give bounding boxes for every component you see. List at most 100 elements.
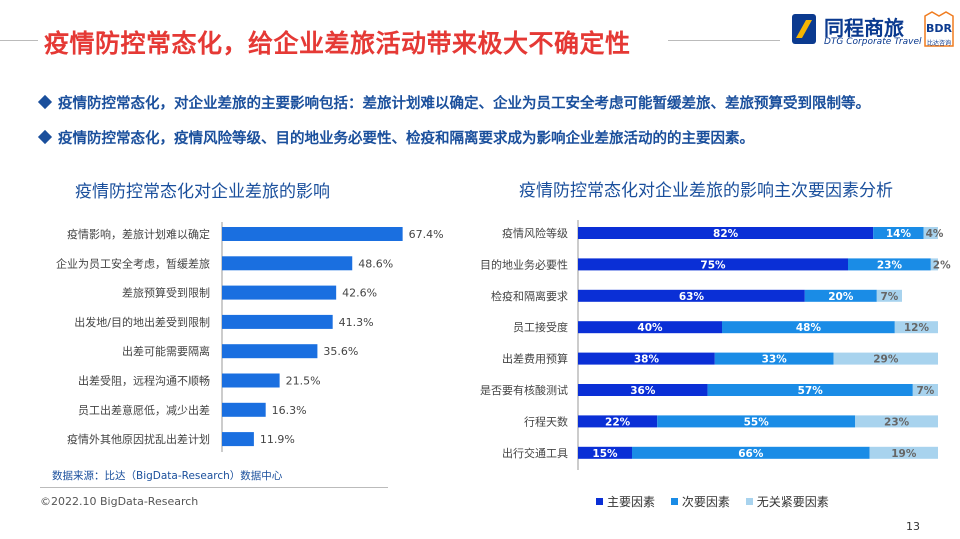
page-number: 13 — [906, 520, 920, 533]
right-chart-segment-label: 82% — [713, 228, 739, 240]
right-chart-segment-label: 12% — [904, 322, 930, 334]
right-chart-segment — [855, 415, 938, 428]
left-chart-value-label: 41.3% — [339, 316, 374, 329]
right-chart-segment-label: 7% — [916, 385, 934, 397]
legend-item-tertiary: 无关紧要因素 — [745, 493, 829, 510]
left-chart-value-label: 16.3% — [272, 404, 307, 417]
bdr-logo-icon — [924, 11, 954, 47]
left-chart-bar — [222, 373, 280, 388]
right-chart-category-label: 出行交通工具 — [502, 446, 568, 460]
right-chart-segment — [578, 384, 708, 396]
left-chart-category-label: 出发地/目的地出差受到限制 — [74, 315, 210, 329]
right-chart-segment-label: 4% — [926, 228, 944, 240]
bullet-point-1: 疫情防控常态化，对企业差旅的主要影响包括：差旅计划难以确定、企业为员工安全考虑可… — [37, 92, 870, 113]
bdr-logo: BDR 比达咨询 — [922, 10, 956, 50]
right-chart-segment — [876, 289, 902, 302]
legend-label: 主要因素 — [607, 495, 656, 509]
right-chart-segment-label: 23% — [884, 416, 910, 428]
logo-text-cn: 同程商旅 — [824, 16, 904, 40]
title-rule-left — [0, 40, 38, 41]
left-chart-category-label: 疫情影响，差旅计划难以确定 — [67, 227, 210, 241]
right-chart-segment — [578, 289, 805, 302]
left-chart-category-label: 企业为员工安全考虑，暂缓差旅 — [56, 256, 210, 270]
right-chart-segment-label: 2% — [933, 259, 951, 271]
right-chart-category-label: 疫情风险等级 — [502, 226, 568, 240]
right-chart-segment — [714, 352, 834, 365]
left-chart-bar — [222, 285, 337, 300]
dtg-logo-icon — [792, 14, 816, 44]
bullet-text: 疫情防控常态化，疫情风险等级、目的地业务必要性、检疫和隔离要求成为影响企业差旅活… — [58, 131, 754, 147]
right-chart-segment-label: 23% — [877, 259, 903, 271]
right-chart-segment-label: 19% — [891, 448, 917, 460]
right-chart-segment — [578, 446, 632, 459]
title-rule-right — [668, 40, 780, 41]
right-chart-segment — [578, 258, 848, 271]
right-chart-segment-label: 40% — [637, 322, 663, 334]
left-chart-bar — [222, 256, 353, 271]
left-chart-category-label: 疫情外其他原因扰乱出差计划 — [67, 432, 210, 446]
legend-swatch — [670, 498, 678, 505]
legend-label: 无关紧要因素 — [756, 495, 829, 509]
left-chart-bar — [222, 344, 318, 359]
right-chart-title: 疫情防控常态化对企业差旅的影响主次要因素分析 — [519, 181, 893, 201]
page-title: 疫情防控常态化，给企业差旅活动带来极大不确定性 — [44, 29, 631, 58]
left-chart-value-label: 35.6% — [323, 345, 358, 358]
left-chart-category-label: 差旅预算受到限制 — [122, 286, 210, 300]
right-chart-segment — [632, 446, 870, 459]
right-chart-segment-label: 29% — [873, 354, 899, 366]
logo-text-en: DTG Corporate Travel — [824, 37, 922, 47]
copyright: ©2022.10 BigData-Research — [40, 495, 199, 508]
left-chart-value-label: 42.6% — [342, 287, 377, 300]
left-chart-category-label: 出差可能需要隔离 — [122, 344, 210, 358]
legend-swatch — [596, 498, 603, 505]
right-chart-segment — [912, 384, 938, 396]
company-logo: 同程商旅 DTG Corporate Travel BDR 比达咨询 — [790, 8, 955, 52]
right-chart-segment-label: 20% — [828, 291, 854, 303]
right-chart-segment-label: 33% — [762, 354, 788, 366]
left-chart-bar — [222, 227, 403, 241]
right-chart-segment — [578, 227, 874, 239]
right-chart-segment-label: 36% — [630, 385, 656, 397]
right-chart-segment — [869, 446, 938, 459]
bdr-logo-text: BDR — [926, 22, 952, 35]
right-chart-segment — [707, 384, 913, 396]
bullet-point-2: 疫情防控常态化，疫情风险等级、目的地业务必要性、检疫和隔离要求成为影响企业差旅活… — [37, 127, 754, 148]
bullet-text: 疫情防控常态化，对企业差旅的主要影响包括：差旅计划难以确定、企业为员工安全考虑可… — [58, 96, 870, 112]
right-chart-segment-label: 15% — [592, 448, 618, 460]
legend-swatch — [745, 498, 753, 505]
right-chart-segment — [657, 415, 856, 428]
bdr-logo-subtext: 比达咨询 — [926, 40, 951, 47]
left-chart-category-label: 员工出差意愿低，减少出差 — [78, 403, 210, 417]
right-chart-segment — [848, 258, 931, 271]
right-chart-category-label: 目的地业务必要性 — [480, 257, 568, 271]
left-chart-value-label: 21.5% — [286, 375, 321, 388]
right-chart-category-label: 检疫和隔离要求 — [491, 289, 568, 303]
left-chart-bar — [222, 314, 333, 329]
legend-label: 次要因素 — [681, 495, 730, 509]
right-chart-segment-label: 22% — [605, 416, 631, 428]
left-chart-value-label: 11.9% — [260, 433, 295, 446]
right-chart-category-label: 是否要有核酸测试 — [480, 383, 568, 397]
right-chart-segment-label: 55% — [744, 416, 770, 428]
source-divider — [40, 487, 388, 488]
left-chart-category-label: 出差受阻，远程沟通不顺畅 — [78, 374, 210, 388]
legend-item-secondary: 次要因素 — [670, 493, 730, 510]
left-chart-value-label: 67.4% — [409, 228, 444, 241]
right-chart-segment-label: 57% — [798, 385, 824, 397]
left-chart-title: 疫情防控常态化对企业差旅的影响 — [75, 182, 330, 202]
right-chart-segment-label: 75% — [700, 259, 726, 271]
right-chart-segment — [833, 352, 938, 365]
right-chart-category-label: 员工接受度 — [513, 320, 568, 334]
right-chart-segment — [578, 352, 715, 365]
data-source: 数据来源：比达（BigData-Research）数据中心 — [52, 470, 283, 482]
right-chart-category-label: 行程天数 — [524, 415, 568, 428]
right-chart-segment-label: 48% — [796, 322, 822, 334]
right-chart-segment — [930, 258, 938, 271]
right-chart-segment — [722, 321, 895, 334]
right-chart-category-label: 出差费用预算 — [502, 352, 568, 366]
right-chart-segment-label: 66% — [738, 448, 764, 460]
right-chart-segment-label: 63% — [679, 291, 705, 303]
legend-item-primary: 主要因素 — [596, 493, 655, 510]
left-chart-bar — [222, 402, 266, 417]
